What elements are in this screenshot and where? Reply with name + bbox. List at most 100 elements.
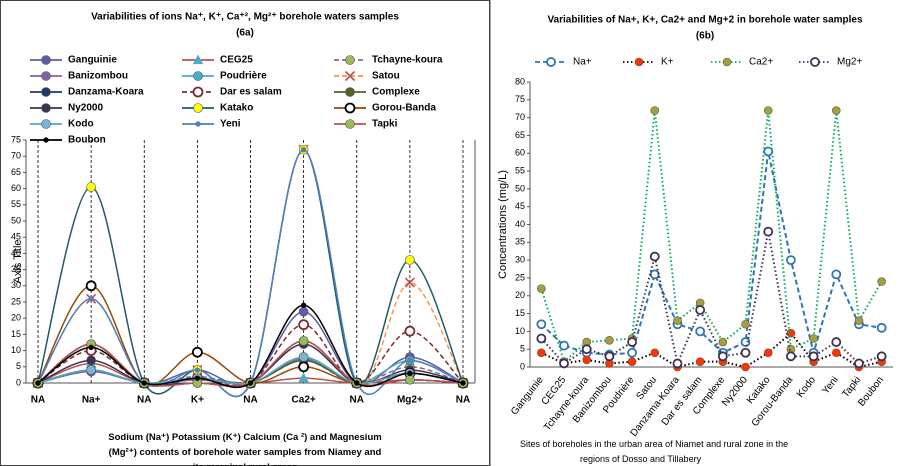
legend-label: Banizombou [68,71,128,82]
marker [300,302,307,308]
y-tick-label: 25 [11,296,21,306]
marker [831,269,842,280]
marker [722,57,732,67]
marker [786,328,796,338]
marker [300,147,307,153]
marker [86,365,96,375]
marker [763,348,773,358]
legend-label: Boubon [68,135,106,146]
y-tick-label: 45 [515,201,525,211]
marker [407,357,413,364]
legend-label: Kodo [68,119,94,130]
marker [88,296,94,302]
marker [649,251,660,262]
marker [35,380,41,386]
legend-label: Tchayne-koura [372,55,443,66]
marker [546,57,556,67]
marker [627,347,637,358]
marker [831,337,842,347]
marker [605,335,614,345]
series-line [540,110,883,364]
marker [718,337,728,347]
legend-label: K+ [661,57,674,68]
marker [85,280,97,292]
marker [298,319,310,331]
y-axis-title: Concentrations (mg/L) [497,170,509,279]
y-tick-label: 75 [515,94,525,104]
marker [810,57,820,67]
marker [141,380,147,386]
marker [763,226,774,237]
y-tick-label: 20 [11,313,21,323]
marker [786,255,796,266]
x-tick-label: NA [31,395,45,406]
marker [876,322,887,333]
x-tick-label: Na+ [82,395,101,406]
y-tick-label: 70 [515,112,525,122]
chart-title: Variabilities of ions Na⁺, K⁺, Ca⁺², Mg²… [91,12,399,23]
x-tick-label: Ganguinie [509,374,546,417]
y-tick-label: 65 [515,130,525,140]
marker [86,355,96,366]
marker [41,119,51,129]
marker [354,380,360,386]
marker [672,358,683,369]
marker [559,340,569,351]
legend-label: Dar es salam [220,87,282,98]
marker [404,277,415,288]
y-tick-label: 35 [11,264,21,274]
series-line [37,304,464,389]
y-tick-label: 75 [11,134,21,144]
marker [740,347,751,358]
x-tick-label: Kodo [795,374,818,400]
legend-label: Katako [220,103,253,114]
chart-title: Variabilities of Na+, K+, Ca2+ and Mg+2 … [547,15,863,26]
y-tick-label: 40 [11,248,21,258]
marker [345,119,355,129]
y-tick-label: 55 [515,165,525,175]
y-tick-label: 0 [520,361,525,371]
marker [831,106,841,115]
legend-label: Tapki [372,119,398,130]
x-tick-label: K+ [191,395,204,406]
x-axis-title: Sodium (Na⁺) Potassium (K⁺) Calcium (Ca … [108,432,381,466]
marker [192,54,204,65]
y-tick-label: 10 [11,345,21,355]
x-tick-label: NA [350,395,364,406]
marker [298,372,309,383]
marker [41,87,51,97]
y-tick-label: 0 [16,377,21,387]
y-tick-label: 5 [520,344,525,354]
y-tick-label: 15 [11,329,21,339]
x-axis-title: Sites of boreholes in the urban area of … [520,439,788,464]
legend-label: Ganguinie [68,55,117,66]
marker [405,255,415,265]
marker [877,277,886,286]
x-tick-label: Mg2+ [397,395,423,406]
marker [344,102,356,114]
y-tick-label: 60 [11,183,21,193]
marker [41,103,51,113]
marker [41,71,51,81]
marker [536,319,547,330]
marker [695,305,706,315]
marker [195,121,201,127]
y-tick-label: 5 [16,361,21,371]
marker [43,137,49,143]
marker [854,316,864,325]
marker [191,346,203,358]
marker [582,355,592,365]
marker [627,357,637,366]
y-tick-label: 50 [11,215,21,225]
chart-subtitle: (6a) [236,28,254,39]
y-tick-label: 65 [11,167,21,177]
marker [345,87,355,97]
legend-label: Ca2+ [749,57,773,68]
marker [741,319,750,329]
marker [695,326,706,337]
y-tick-label: 80 [515,76,525,86]
marker [559,358,569,369]
marker [673,316,682,325]
chart-subtitle: (6b) [696,31,714,42]
marker [740,337,751,347]
